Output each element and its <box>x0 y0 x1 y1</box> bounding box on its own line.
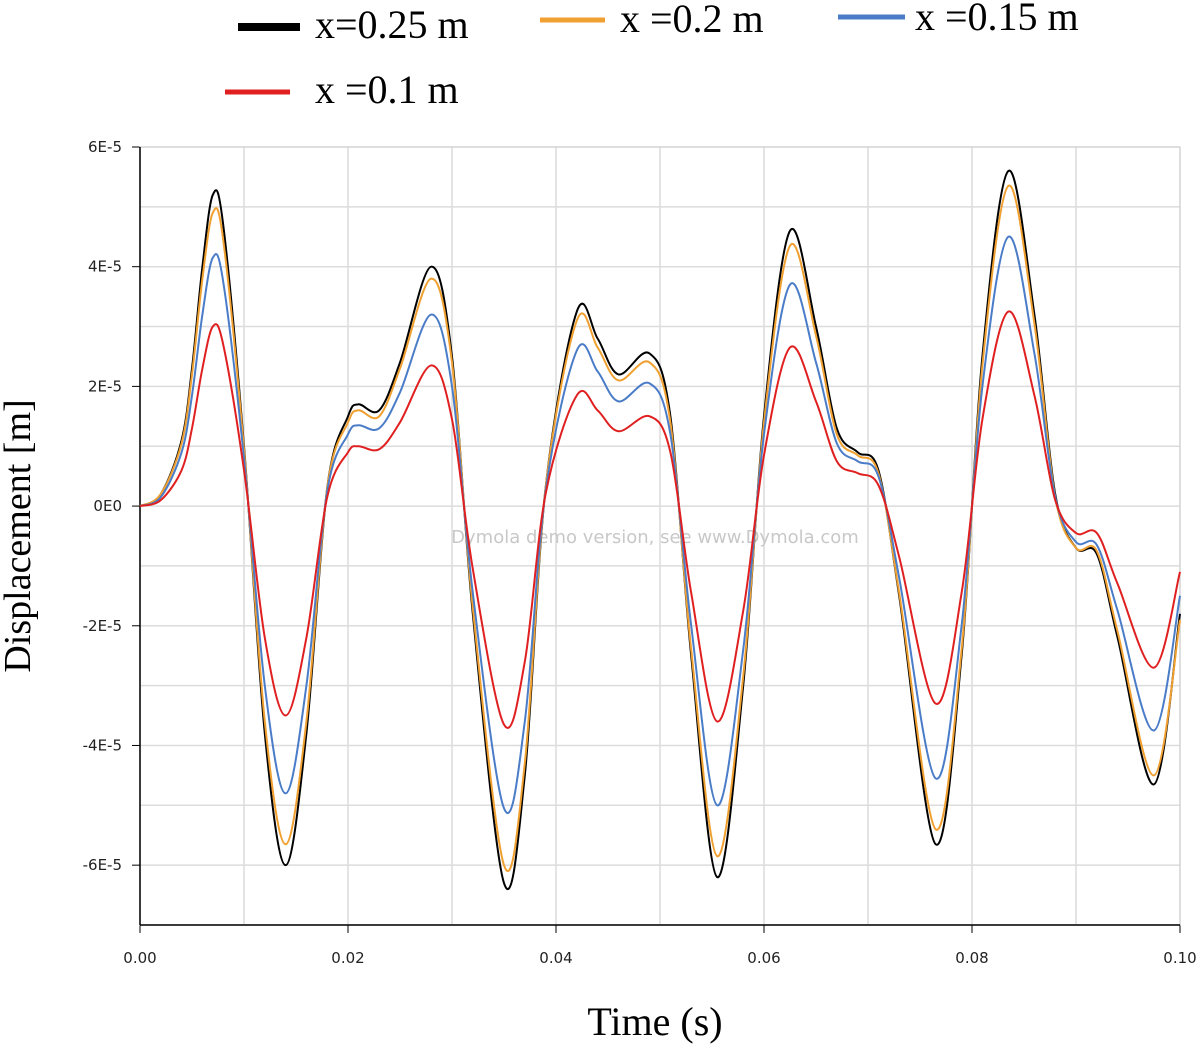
y-tick-label: 6E-5 <box>88 138 122 156</box>
x-tick-label: 0.04 <box>539 949 572 967</box>
y-tick-label: -2E-5 <box>83 617 122 635</box>
y-tick-label: 0E0 <box>93 497 122 515</box>
y-tick-label: 2E-5 <box>88 377 122 395</box>
x-tick-label: 0.06 <box>747 949 780 967</box>
y-tick-label: -4E-5 <box>83 736 122 754</box>
y-tick-label: -6E-5 <box>83 856 122 874</box>
legend-label: x =0.1 m <box>315 67 459 112</box>
legend-label: x=0.25 m <box>315 2 469 47</box>
series-line <box>139 310 1181 729</box>
x-tick-label: 0.00 <box>123 949 156 967</box>
watermark: Dymola demo version, see www.Dymola.com <box>451 527 859 548</box>
series-line <box>139 184 1181 873</box>
x-axis-title: Time (s) <box>587 999 722 1044</box>
y-tick-label: 4E-5 <box>88 258 122 276</box>
legend-label: x =0.15 m <box>915 0 1079 39</box>
legend-label: x =0.2 m <box>620 0 764 41</box>
x-tick-label: 0.10 <box>1163 949 1196 967</box>
x-tick-label: 0.02 <box>331 949 364 967</box>
series-line <box>139 235 1181 814</box>
x-tick-label: 0.08 <box>955 949 988 967</box>
y-axis-title: Displacement [m] <box>0 399 39 672</box>
